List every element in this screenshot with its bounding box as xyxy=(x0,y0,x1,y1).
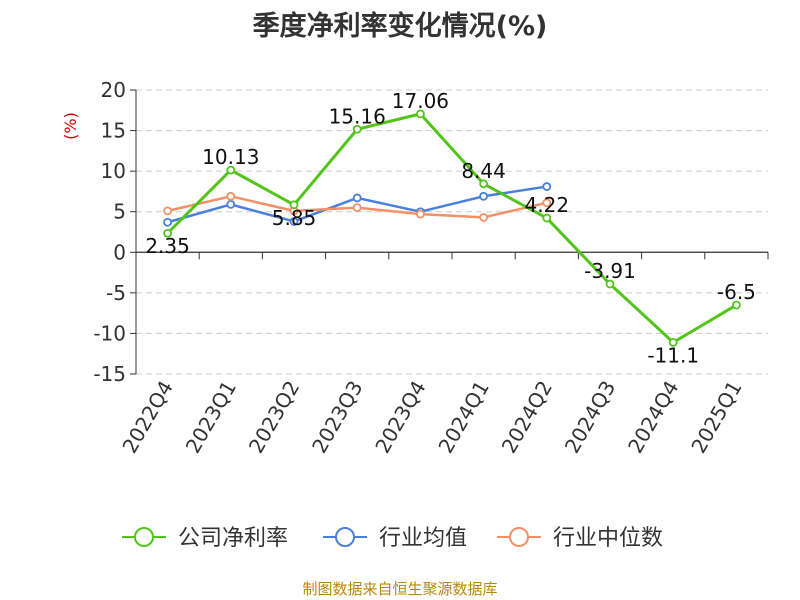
data-point[interactable] xyxy=(352,203,362,213)
y-tick-label: -10 xyxy=(93,321,126,345)
data-point[interactable] xyxy=(415,109,425,119)
legend-marker xyxy=(335,527,355,547)
x-tick-label: 2024Q1 xyxy=(433,376,493,457)
x-tick-label: 2023Q1 xyxy=(181,377,241,458)
y-tick-label: 20 xyxy=(101,78,126,102)
data-label: 5.85 xyxy=(272,206,317,230)
data-point[interactable] xyxy=(226,191,236,201)
data-point[interactable] xyxy=(289,217,299,226)
y-tick-label: 10 xyxy=(101,159,126,183)
data-point[interactable] xyxy=(479,191,489,201)
chart-title: 季度净利率变化情况(%) xyxy=(252,11,548,42)
data-point[interactable] xyxy=(415,209,425,219)
legend-label: 公司净利率 xyxy=(178,526,288,551)
series-line-0 xyxy=(166,112,738,344)
x-tick-label: 2023Q2 xyxy=(244,377,304,458)
y-tick-label: 15 xyxy=(101,119,126,143)
legend-item-2[interactable]: 行业中位数 xyxy=(497,526,663,551)
data-point[interactable] xyxy=(163,206,173,216)
data-point[interactable] xyxy=(163,217,173,227)
data-point[interactable] xyxy=(226,165,236,175)
data-label: 8.44 xyxy=(461,159,506,183)
legend-marker xyxy=(134,527,154,547)
y-tick-label: -15 xyxy=(93,362,126,386)
legend-marker xyxy=(509,527,529,547)
data-label: 17.06 xyxy=(392,89,449,113)
data-point[interactable] xyxy=(542,213,552,223)
data-point[interactable] xyxy=(226,200,236,209)
data-label: -6.5 xyxy=(717,280,756,304)
data-label: 4.22 xyxy=(525,193,570,217)
data-point[interactable] xyxy=(605,279,615,289)
data-point[interactable] xyxy=(352,124,362,134)
data-point[interactable] xyxy=(542,198,552,208)
data-point[interactable] xyxy=(163,228,173,238)
x-tick-label: 2023Q4 xyxy=(370,377,430,458)
legend[interactable]: 公司净利率 行业均值 行业中位数 xyxy=(122,526,663,551)
data-point[interactable] xyxy=(352,193,362,203)
data-point[interactable] xyxy=(289,200,299,210)
data-label: 10.13 xyxy=(202,145,259,169)
y-axis-label: (%) xyxy=(61,112,80,140)
x-tick-label: 2022Q4 xyxy=(117,377,177,458)
x-tick-label: 2024Q3 xyxy=(560,377,620,458)
data-point[interactable] xyxy=(732,300,741,310)
data-point[interactable] xyxy=(542,182,552,191)
series-layer xyxy=(163,109,741,347)
data-label: 2.35 xyxy=(145,234,190,258)
data-label: -3.91 xyxy=(584,259,636,283)
x-tick-label: 2024Q2 xyxy=(497,377,557,458)
y-tick-label: -5 xyxy=(106,281,126,305)
grid-layer xyxy=(136,89,768,375)
x-tick-label: 2023Q3 xyxy=(307,377,367,458)
legend-item-1[interactable]: 行业均值 xyxy=(323,526,467,551)
legend-label: 行业均值 xyxy=(379,526,467,551)
y-tick-label: 0 xyxy=(113,240,126,264)
data-point[interactable] xyxy=(479,179,489,189)
source-note: 制图数据来自恒生聚源数据库 xyxy=(302,580,498,598)
x-tick-label: 2025Q1 xyxy=(686,377,746,458)
data-label: -11.1 xyxy=(647,343,699,367)
data-point[interactable] xyxy=(668,337,678,347)
y-tick-label: 5 xyxy=(113,200,126,224)
legend-item-0[interactable]: 公司净利率 xyxy=(122,526,288,551)
data-label: 15.16 xyxy=(329,104,386,128)
legend-label: 行业中位数 xyxy=(553,526,663,551)
data-point[interactable] xyxy=(479,212,489,222)
x-tick-label: 2024Q4 xyxy=(623,377,683,458)
